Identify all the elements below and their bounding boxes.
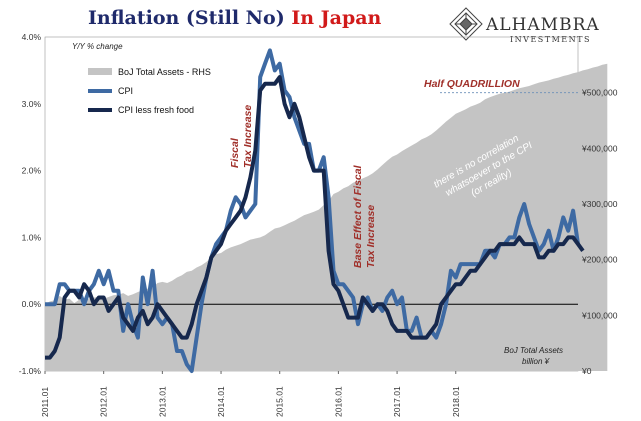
y-axis-ticks: 4.0% 3.0% 2.0% 1.0% 0.0% -1.0%	[19, 32, 42, 376]
logo-sub: INVESTMENTS	[510, 35, 591, 44]
annotation-half-quadrillion: Half QUADRILLION	[424, 78, 520, 90]
alhambra-logo: ALHAMBRA INVESTMENTS	[449, 7, 600, 44]
logo-diamond-icon	[449, 7, 483, 41]
y2-tick-label: ¥100,000	[581, 310, 618, 320]
core-cpi-series-line	[45, 75, 585, 360]
y-tick-label: 1.0%	[22, 232, 42, 242]
y-tick-label: 3.0%	[22, 99, 42, 109]
y2-tick-label: ¥300,000	[581, 199, 618, 209]
annotation-base-effect-line1: Base Effect of Fiscal	[352, 164, 364, 268]
legend: BoJ Total Assets - RHS CPI CPI less fres…	[88, 67, 211, 115]
y2-tick-label: ¥500,000	[581, 88, 618, 98]
x-tick-label: 2013.01	[157, 386, 167, 417]
x-tick-label: 2016.01	[333, 386, 343, 417]
annotation-boj-total-2: billion ¥	[522, 357, 551, 366]
x-axis-ticks: 2011.01 2012.01 2013.01 2014.01 2015.01 2016.…	[40, 371, 461, 417]
annotation-fiscal-tax-line1: Fiscal	[229, 137, 241, 168]
y2-tick-label: ¥200,000	[581, 255, 618, 265]
y-tick-label: 2.0%	[22, 166, 42, 176]
x-tick-label: 2012.01	[99, 386, 109, 417]
annotation-base-effect: Base Effect of Fiscal Tax Increase	[352, 164, 377, 268]
x-tick-label: 2018.01	[451, 386, 461, 417]
y-unit-label: Y/Y % change	[72, 42, 123, 51]
x-tick-label: 2015.01	[275, 386, 285, 417]
title-part-2: In Japan	[291, 7, 381, 29]
annotation-base-effect-line2: Tax Increase	[365, 205, 377, 268]
x-tick-label: 2014.01	[216, 386, 226, 417]
y2-tick-label: ¥400,000	[581, 143, 618, 153]
legend-label-assets: BoJ Total Assets - RHS	[118, 67, 211, 77]
y2-tick-label: ¥0	[581, 366, 592, 376]
y-tick-label: -1.0%	[19, 366, 42, 376]
x-tick-label: 2011.01	[40, 387, 50, 417]
logo-name: ALHAMBRA	[485, 15, 600, 35]
chart-title: Inflation (Still No) In Japan	[88, 7, 382, 29]
annotation-fiscal-tax-line2: Tax Increase	[242, 105, 254, 168]
annotation-boj-total-1: BoJ Total Assets	[504, 346, 563, 355]
y-tick-label: 0.0%	[22, 299, 42, 309]
legend-swatch-assets	[88, 68, 112, 75]
y-tick-label: 4.0%	[22, 32, 42, 42]
annotation-fiscal-tax: Fiscal Tax Increase	[229, 105, 254, 168]
title-part-1: Inflation (Still No)	[88, 7, 291, 29]
x-tick-label: 2017.01	[392, 386, 402, 417]
legend-label-core: CPI less fresh food	[118, 105, 194, 115]
y2-axis-ticks: ¥500,000 ¥400,000 ¥300,000 ¥200,000 ¥100,000…	[581, 88, 618, 376]
legend-label-cpi: CPI	[118, 86, 133, 96]
